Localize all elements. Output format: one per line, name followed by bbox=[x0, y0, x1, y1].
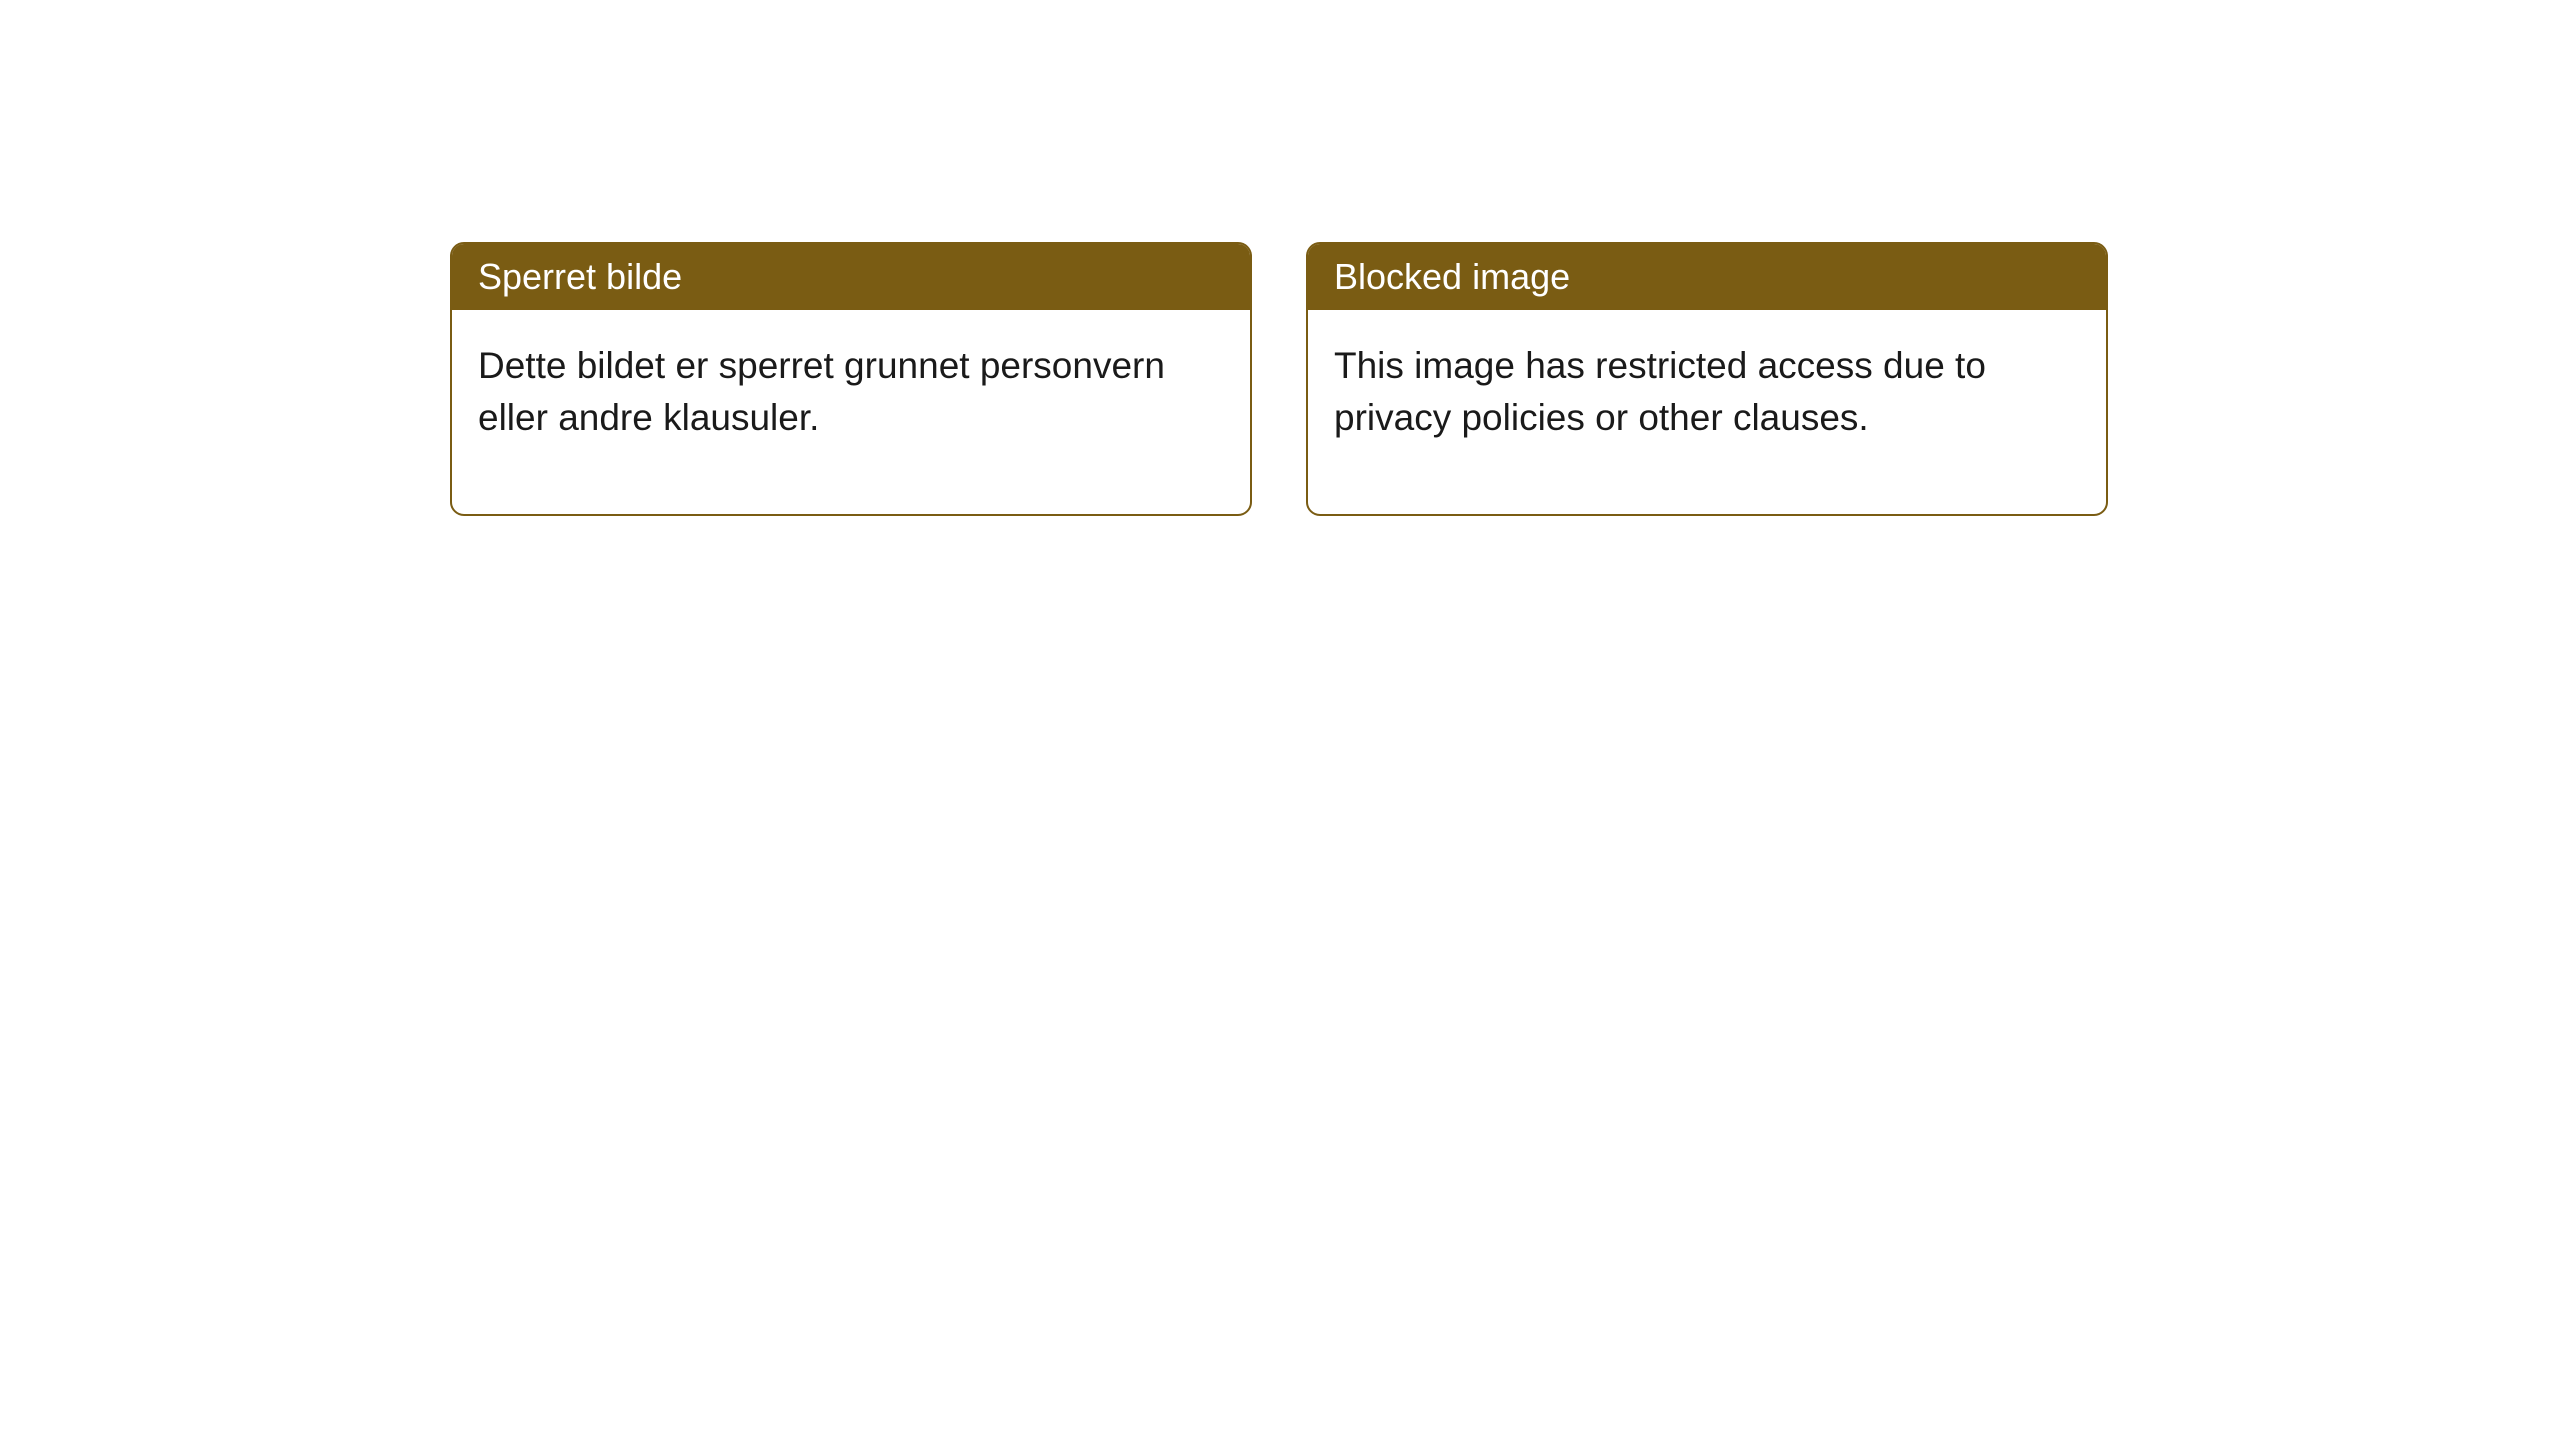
notice-body-text: Dette bildet er sperret grunnet personve… bbox=[478, 345, 1165, 438]
notices-container: Sperret bilde Dette bildet er sperret gr… bbox=[450, 242, 2108, 516]
notice-box-norwegian: Sperret bilde Dette bildet er sperret gr… bbox=[450, 242, 1252, 516]
notice-header: Blocked image bbox=[1308, 244, 2106, 310]
notice-box-english: Blocked image This image has restricted … bbox=[1306, 242, 2108, 516]
notice-body: This image has restricted access due to … bbox=[1308, 310, 2106, 514]
notice-body-text: This image has restricted access due to … bbox=[1334, 345, 1986, 438]
notice-title: Sperret bilde bbox=[478, 256, 682, 297]
notice-title: Blocked image bbox=[1334, 256, 1570, 297]
notice-header: Sperret bilde bbox=[452, 244, 1250, 310]
notice-body: Dette bildet er sperret grunnet personve… bbox=[452, 310, 1250, 514]
